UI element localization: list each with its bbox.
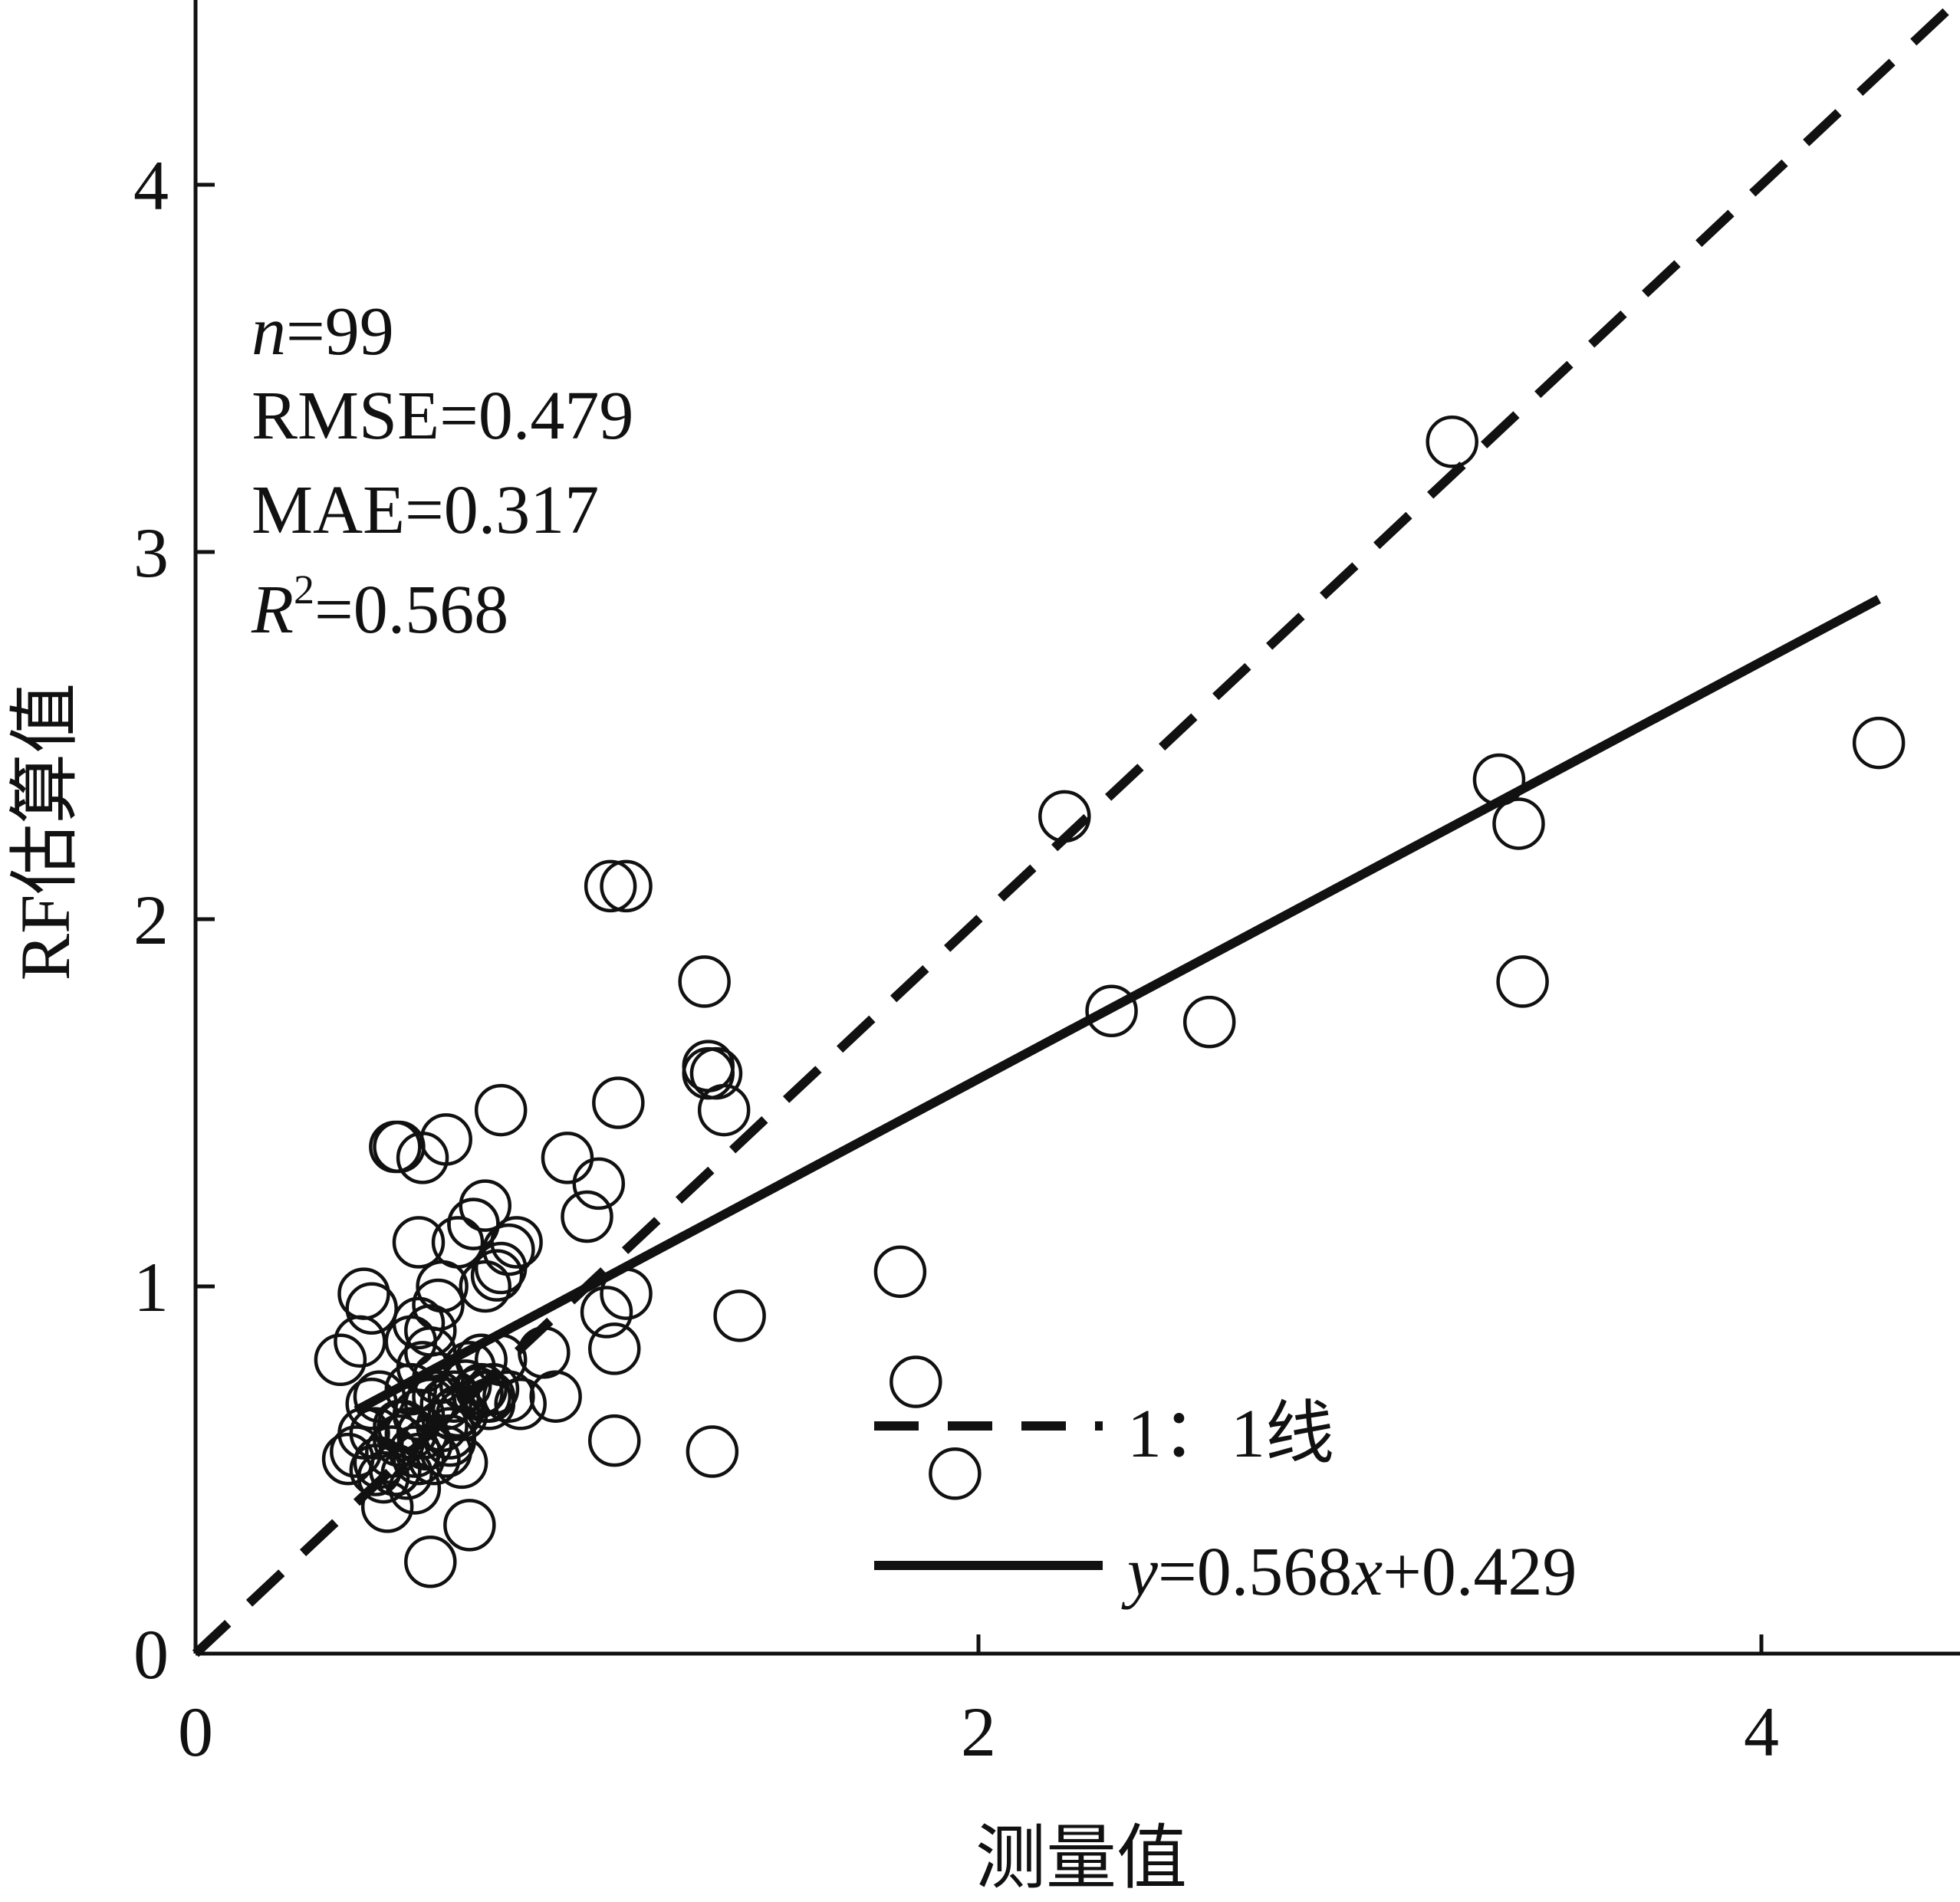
data-point (494, 1378, 547, 1431)
y-tick-label: 3 (133, 514, 169, 592)
data-point (412, 1278, 465, 1332)
data-point (404, 1304, 457, 1357)
legend-fit-x: x (1350, 1534, 1383, 1610)
regression-line (354, 595, 1881, 1415)
data-point (345, 1282, 398, 1335)
stat-n-value: =99 (286, 294, 394, 370)
data-point (686, 1425, 739, 1478)
data-point (572, 1157, 626, 1211)
y-tick-label: 2 (133, 881, 169, 959)
legend-fit-rest: +0.429 (1383, 1534, 1577, 1610)
data-point (929, 1447, 982, 1500)
y-ticks: 0 1 2 3 4 (133, 146, 215, 1693)
data-point (357, 1450, 410, 1504)
data-point (1472, 753, 1526, 806)
data-point (369, 1120, 422, 1174)
data-point (337, 1267, 390, 1320)
data-point (353, 1370, 406, 1423)
data-point (1085, 984, 1138, 1037)
data-point (1038, 790, 1091, 843)
stat-r2-value: =0.568 (314, 572, 508, 648)
data-point (474, 1333, 528, 1387)
data-point (600, 859, 653, 913)
data-point (873, 1245, 927, 1299)
data-point (392, 1296, 446, 1350)
axes: 0 2 4 0 1 2 3 4 (133, 0, 1960, 1771)
data-point (678, 955, 731, 1008)
data-point (349, 1444, 403, 1496)
data-point (1182, 995, 1236, 1049)
data-point (447, 1197, 500, 1250)
data-point (435, 1388, 488, 1441)
data-point (423, 1414, 477, 1467)
data-point (713, 1289, 766, 1342)
data-point (474, 1083, 528, 1137)
data-point (470, 1249, 524, 1302)
y-tick-label: 1 (133, 1248, 169, 1326)
data-point (1492, 797, 1545, 850)
data-point (459, 1179, 512, 1232)
stat-n-label: n (252, 294, 286, 370)
data-point (337, 1407, 390, 1460)
data-point (431, 1216, 485, 1269)
stat-rmse: RMSE=0.479 (252, 378, 633, 454)
data-points (314, 416, 1906, 1588)
stat-mae: MAE=0.317 (252, 472, 599, 548)
legend-one-to-one-label: 1：1线 (1127, 1396, 1334, 1472)
data-point (462, 1370, 516, 1423)
legend-fit-y: y (1121, 1534, 1158, 1610)
data-point (482, 1370, 535, 1423)
stat-r2: R2=0.568 (251, 567, 508, 648)
data-point (408, 1432, 461, 1486)
data-point (419, 1113, 472, 1166)
data-point (541, 1132, 594, 1184)
data-point (1496, 955, 1549, 1008)
legend-fit-label: y=0.568x+0.429 (1121, 1534, 1577, 1610)
legend-fit-eq: =0.568 (1158, 1534, 1352, 1610)
y-tick-label: 0 (133, 1615, 169, 1693)
data-point (373, 1399, 426, 1453)
x-tick-label: 0 (178, 1693, 213, 1771)
data-point (404, 1536, 457, 1588)
data-point (580, 1286, 633, 1339)
data-point (443, 1499, 496, 1552)
x-tick-label: 2 (961, 1693, 996, 1771)
data-point (396, 1341, 449, 1394)
y-axis-title: RF估算值 (6, 683, 84, 981)
data-point (587, 1322, 641, 1375)
data-point (392, 1216, 446, 1269)
data-point (587, 1414, 641, 1467)
data-point (360, 1480, 414, 1533)
data-point (482, 1223, 535, 1276)
x-axis-title: 测量值 (975, 1819, 1187, 1897)
data-point (518, 1325, 571, 1379)
data-point (334, 1315, 386, 1368)
data-point (600, 1267, 653, 1320)
data-point (697, 1083, 751, 1137)
data-point (561, 1190, 613, 1243)
legend: 1：1线 y=0.568x+0.429 (874, 1396, 1577, 1610)
data-point (1852, 716, 1906, 770)
data-point (1426, 416, 1478, 468)
y-tick-label: 4 (133, 146, 169, 225)
data-point (682, 1046, 735, 1100)
data-point (584, 859, 637, 913)
stat-r2-label: R (251, 572, 294, 648)
data-point (592, 1076, 645, 1129)
data-point (890, 1355, 942, 1408)
data-point (314, 1333, 367, 1387)
stat-n: n=99 (252, 294, 394, 370)
stats-block: n=99 RMSE=0.479 MAE=0.317 R2=0.568 (251, 294, 633, 648)
stat-r2-sup: 2 (294, 567, 314, 613)
data-point (459, 1260, 512, 1313)
data-point (529, 1370, 582, 1423)
x-ticks: 0 2 4 (178, 1634, 1779, 1771)
data-point (369, 1444, 422, 1496)
x-tick-label: 4 (1744, 1693, 1779, 1771)
data-point (345, 1378, 398, 1431)
